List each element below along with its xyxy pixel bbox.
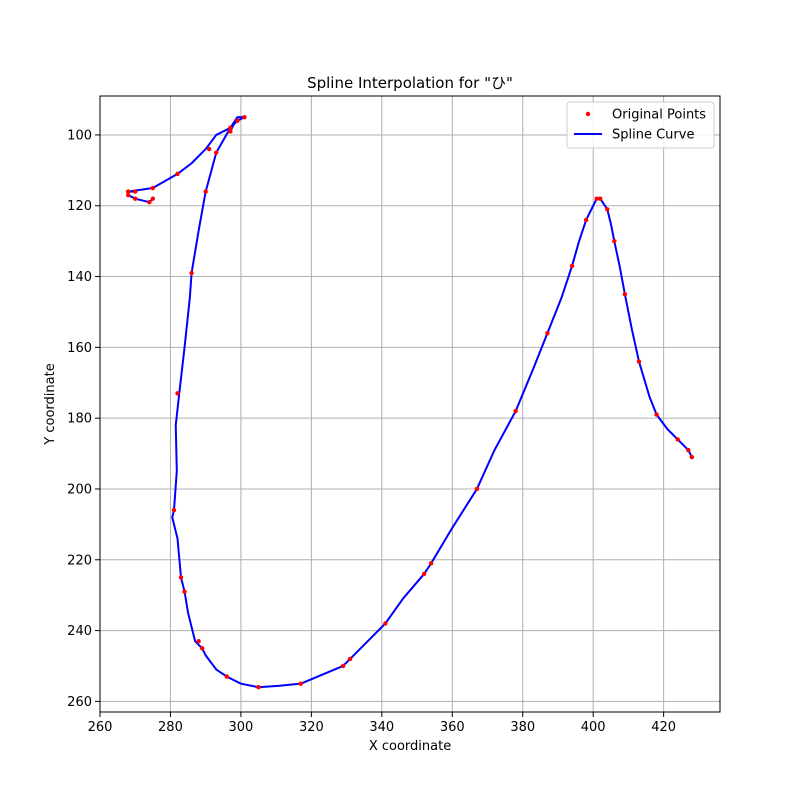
original-point	[189, 270, 194, 276]
original-point	[175, 171, 180, 177]
original-point	[178, 575, 184, 580]
chart-title: Spline Interpolation for "ひ"	[307, 74, 513, 92]
original-point	[605, 207, 610, 212]
original-point	[182, 589, 187, 594]
plot-area-background	[100, 96, 720, 712]
original-point	[256, 685, 261, 690]
y-tick-label: 160	[67, 341, 92, 356]
original-point	[340, 663, 346, 669]
original-point	[513, 408, 518, 414]
x-tick-label: 320	[299, 720, 324, 735]
original-point	[196, 638, 201, 644]
original-point	[583, 217, 589, 223]
original-point	[675, 437, 680, 442]
y-tick-label: 200	[67, 482, 92, 497]
y-tick-label: 120	[67, 199, 92, 214]
plot-frame	[99, 95, 721, 713]
original-point	[569, 263, 575, 269]
original-point	[150, 185, 156, 191]
spline-curve-segment-3	[229, 116, 246, 133]
x-tick-label: 380	[510, 720, 535, 735]
original-point	[228, 129, 233, 134]
legend: Original Points Spline Curve	[566, 101, 715, 149]
original-point	[654, 412, 659, 417]
x-tick-label: 300	[228, 720, 253, 735]
original-point	[171, 508, 177, 513]
y-tick-label: 180	[67, 412, 92, 427]
legend-box	[566, 101, 715, 149]
original-point	[203, 189, 208, 194]
original-point	[242, 115, 247, 120]
x-tick-label: 420	[651, 720, 676, 735]
original-point	[224, 674, 230, 679]
x-tick-label: 260	[88, 720, 113, 735]
original-point	[199, 646, 205, 651]
y-tick-label: 240	[67, 624, 92, 639]
x-axis-label: X coordinate	[369, 739, 451, 754]
original-point	[545, 330, 550, 336]
original-point	[612, 238, 617, 244]
original-point	[175, 391, 180, 396]
original-point	[207, 146, 212, 152]
y-axis-label: Y coordinate	[43, 363, 58, 445]
original-points	[125, 115, 695, 690]
legend-marker-original-points	[585, 111, 591, 117]
legend-label-spline-curve: Spline Curve	[612, 128, 694, 143]
original-point	[235, 118, 240, 123]
original-point	[689, 454, 695, 460]
y-tick-label: 100	[67, 128, 92, 143]
y-tick-label: 220	[67, 553, 92, 568]
original-point	[686, 447, 691, 453]
original-point	[428, 561, 434, 566]
axis-ticks: 260 280 300 320 340 360 380 400 420 100 120 140 160 1…	[67, 128, 676, 735]
original-point	[147, 200, 152, 205]
original-point	[474, 486, 480, 492]
original-point	[133, 196, 138, 201]
x-tick-label: 400	[581, 720, 606, 735]
original-point	[421, 571, 427, 577]
y-tick-label: 260	[67, 695, 92, 710]
original-point	[133, 189, 138, 194]
original-point	[125, 192, 131, 198]
original-point	[228, 125, 233, 131]
original-point	[383, 621, 388, 626]
original-point	[636, 359, 642, 364]
original-point	[125, 189, 131, 194]
spline-curve-segment-1	[171, 116, 693, 689]
original-point	[598, 196, 603, 201]
original-point	[347, 656, 353, 662]
original-point	[622, 292, 628, 297]
legend-label-original-points: Original Points	[612, 108, 706, 123]
x-tick-label: 280	[158, 720, 183, 735]
x-tick-label: 360	[440, 720, 465, 735]
original-point	[594, 196, 599, 201]
original-point	[214, 150, 219, 155]
x-tick-label: 340	[369, 720, 394, 735]
original-point	[150, 196, 156, 201]
y-tick-label: 140	[67, 270, 92, 285]
original-point	[298, 681, 303, 686]
